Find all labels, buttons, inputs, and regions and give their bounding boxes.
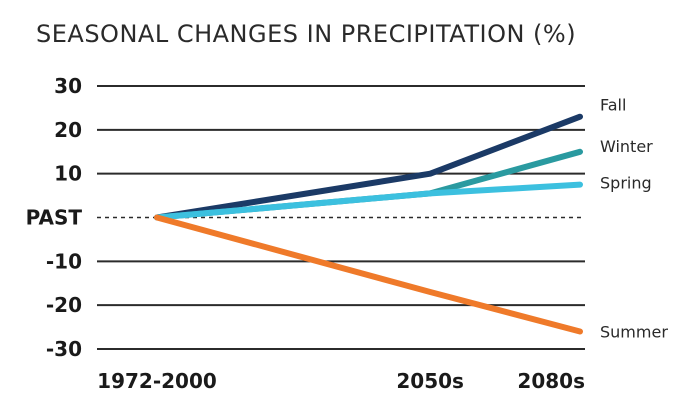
y-tick-label: 10 xyxy=(54,162,82,186)
series-line-spring xyxy=(154,181,583,221)
x-tick-label: 2080s xyxy=(517,369,585,393)
x-axis-ticks: 1972-2000 2050s 2080s xyxy=(97,369,585,393)
series-labels: Fall Winter Spring Summer xyxy=(600,96,668,342)
series-label-spring: Spring xyxy=(600,174,652,193)
x-tick-label: 2050s xyxy=(396,369,464,393)
series-line-fall xyxy=(154,113,583,221)
y-axis-ticks: 30 20 10 PAST -10 -20 -30 xyxy=(26,74,83,361)
y-tick-label: -20 xyxy=(46,293,82,317)
y-tick-label: 30 xyxy=(54,74,82,98)
y-tick-label: 20 xyxy=(54,118,82,142)
y-tick-label: -30 xyxy=(46,337,82,361)
chart-title: SEASONAL CHANGES IN PRECIPITATION (%) xyxy=(36,20,576,48)
series-line-summer xyxy=(154,214,583,335)
series-label-winter: Winter xyxy=(600,137,653,156)
series-label-fall: Fall xyxy=(600,96,626,115)
series-label-summer: Summer xyxy=(600,322,668,341)
y-tick-label: PAST xyxy=(26,206,83,230)
series-lines xyxy=(154,113,583,335)
x-tick-label: 1972-2000 xyxy=(97,369,217,393)
y-tick-label: -10 xyxy=(46,249,82,273)
